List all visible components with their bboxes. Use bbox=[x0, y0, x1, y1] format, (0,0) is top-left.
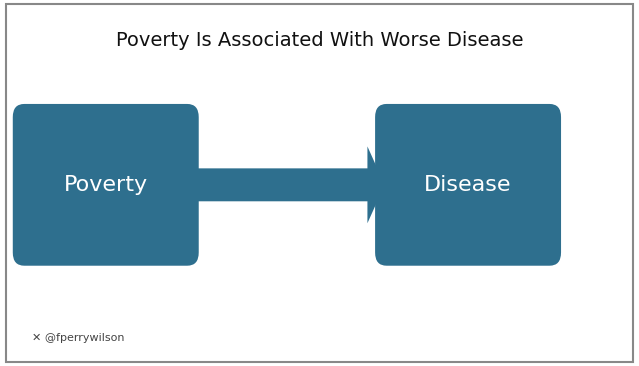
Polygon shape bbox=[189, 146, 385, 223]
Text: Disease: Disease bbox=[424, 175, 512, 195]
Text: Poverty Is Associated With Worse Disease: Poverty Is Associated With Worse Disease bbox=[116, 31, 523, 50]
Text: ✕ @fperrywilson: ✕ @fperrywilson bbox=[32, 333, 125, 343]
Text: Poverty: Poverty bbox=[64, 175, 148, 195]
FancyBboxPatch shape bbox=[375, 104, 561, 266]
FancyBboxPatch shape bbox=[13, 104, 199, 266]
